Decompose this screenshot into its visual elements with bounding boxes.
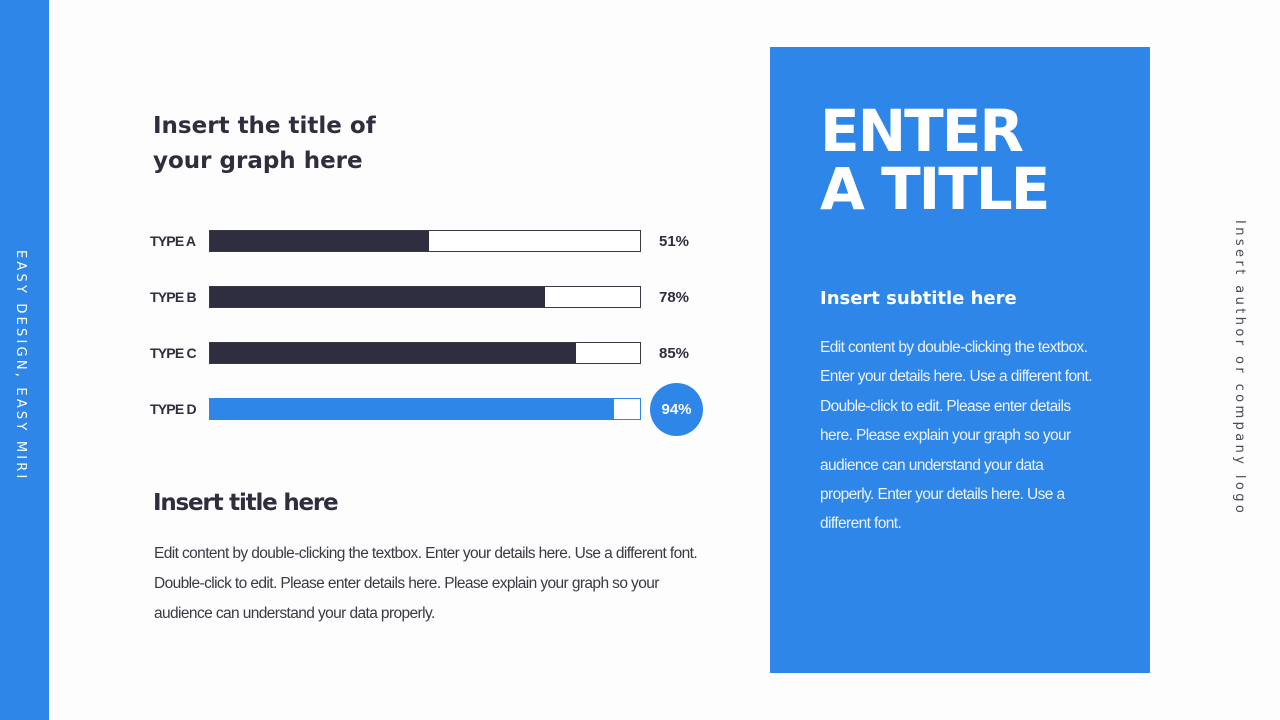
panel-title: ENTER A TITLE <box>820 97 1050 223</box>
side-accent-strip: EASY DESIGN, EASY MIRI <box>0 0 49 720</box>
bar-row-type-b: TYPE B 78% <box>150 286 710 308</box>
bar-label: TYPE B <box>150 289 197 305</box>
bar-fill <box>210 231 430 251</box>
bar-fill <box>210 343 576 363</box>
title-panel: ENTER A TITLE Insert subtitle here Edit … <box>770 47 1150 673</box>
side-strip-text: EASY DESIGN, EASY MIRI <box>13 250 28 482</box>
bar-track <box>209 342 641 364</box>
bar-value: 78% <box>659 289 690 306</box>
bar-label: TYPE C <box>150 345 197 361</box>
bar-value: 85% <box>659 345 690 362</box>
bar-row-type-d: TYPE D 94% <box>150 383 710 436</box>
bar-track <box>209 398 641 420</box>
bar-label: TYPE D <box>150 401 197 417</box>
panel-subtitle: Insert subtitle here <box>820 288 1017 309</box>
bar-chart: TYPE A 51% TYPE B 78% TYPE C 85% TYPE D … <box>150 230 710 450</box>
bar-track <box>209 230 641 252</box>
bar-fill <box>210 287 546 307</box>
panel-title-line-2: A TITLE <box>820 155 1050 223</box>
bar-row-type-c: TYPE C 85% <box>150 342 710 364</box>
bar-fill <box>210 399 615 419</box>
bar-label: TYPE A <box>150 233 196 249</box>
section-title: Insert title here <box>153 490 339 516</box>
panel-title-line-1: ENTER <box>820 97 1024 165</box>
graph-title: Insert the title of your graph here <box>153 113 376 174</box>
bar-row-type-a: TYPE A 51% <box>150 230 710 252</box>
highlight-value-badge: 94% <box>650 383 703 436</box>
panel-body: Edit content by double-clicking the text… <box>820 339 1093 533</box>
bar-track <box>209 286 641 308</box>
author-logo-placeholder: Insert author or company logo <box>1232 220 1247 517</box>
bar-value: 51% <box>659 233 690 250</box>
section-body: Edit content by double-clicking the text… <box>154 545 698 622</box>
